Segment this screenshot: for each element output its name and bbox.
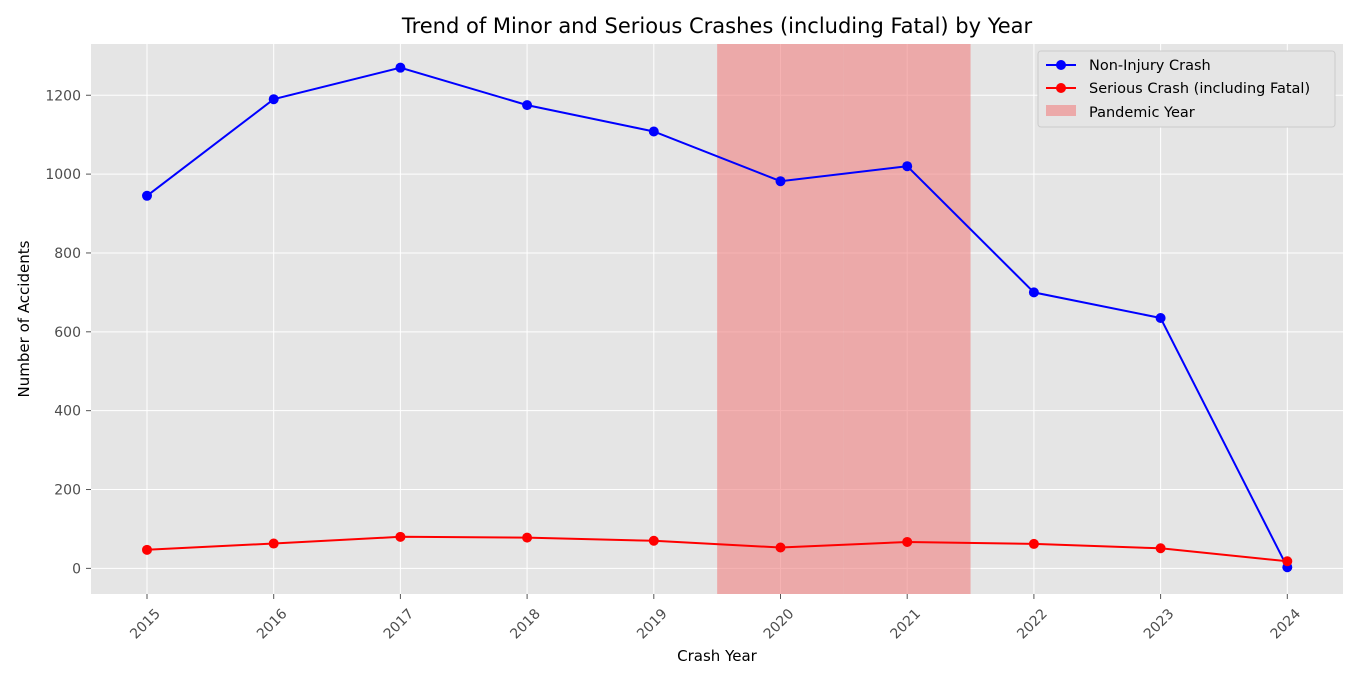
x-axis-title: Crash Year bbox=[677, 647, 758, 665]
y-tick-label: 800 bbox=[54, 246, 81, 262]
y-tick-label: 200 bbox=[54, 483, 81, 499]
data-point-0 bbox=[648, 126, 659, 137]
chart-title: Trend of Minor and Serious Crashes (incl… bbox=[401, 14, 1033, 38]
data-point-0 bbox=[1155, 313, 1166, 324]
legend-marker-serious bbox=[1056, 83, 1066, 93]
pandemic-year-band bbox=[717, 44, 844, 594]
y-tick-label: 1200 bbox=[45, 88, 81, 104]
data-point-1 bbox=[395, 531, 406, 542]
data-point-0 bbox=[268, 94, 279, 105]
x-tick-label: 2018 bbox=[507, 606, 544, 643]
data-point-1 bbox=[142, 544, 152, 555]
series-line-1 bbox=[146, 535, 1288, 563]
data-point-1 bbox=[902, 536, 913, 547]
y-tick-label: 600 bbox=[54, 325, 81, 341]
legend-label-non-injury: Non-Injury Crash bbox=[1089, 58, 1211, 74]
x-tick-label: 2019 bbox=[634, 606, 671, 643]
data-point-0 bbox=[775, 176, 786, 187]
y-tick-label: 0 bbox=[72, 561, 81, 577]
x-tick-label: 2021 bbox=[888, 606, 925, 643]
data-point-1 bbox=[1155, 543, 1166, 554]
legend-label-pandemic: Pandemic Year bbox=[1089, 105, 1195, 121]
x-tick-label: 2017 bbox=[381, 606, 418, 643]
legend-box bbox=[1037, 50, 1336, 128]
x-tick-label: 2024 bbox=[1268, 606, 1305, 643]
y-axis-title: Number of Accidents bbox=[15, 240, 33, 397]
x-tick-label: 2016 bbox=[254, 606, 291, 643]
data-point-0 bbox=[522, 100, 533, 111]
legend-marker-non-injury bbox=[1056, 60, 1066, 70]
pandemic-year-band bbox=[843, 44, 971, 594]
y-tick-label: 400 bbox=[54, 404, 81, 420]
series-line-0 bbox=[146, 66, 1289, 568]
x-tick-label: 2015 bbox=[127, 606, 164, 643]
data-point-0 bbox=[1028, 287, 1039, 298]
data-point-1 bbox=[1028, 538, 1039, 549]
grid-layer bbox=[91, 44, 1343, 594]
plot-background bbox=[91, 44, 1343, 594]
x-tick-label: 2022 bbox=[1014, 606, 1051, 643]
x-tick-label: 2023 bbox=[1141, 606, 1178, 643]
data-point-1 bbox=[268, 538, 279, 549]
data-point-1 bbox=[522, 532, 533, 543]
data-point-0 bbox=[142, 190, 152, 201]
y-tick-label: 1000 bbox=[45, 167, 81, 183]
data-point-0 bbox=[902, 161, 913, 172]
series-layer bbox=[142, 62, 1293, 573]
x-tick-label: 2020 bbox=[761, 606, 798, 643]
data-point-0 bbox=[395, 62, 406, 73]
legend: Non-Injury Crash Serious Crash (includin… bbox=[1037, 50, 1336, 128]
legend-swatch-pandemic bbox=[1046, 105, 1076, 116]
shade-layer bbox=[717, 44, 971, 594]
data-point-1 bbox=[648, 535, 659, 546]
data-point-1 bbox=[1282, 556, 1293, 567]
legend-label-serious: Serious Crash (including Fatal) bbox=[1089, 81, 1310, 97]
data-point-1 bbox=[775, 542, 786, 553]
